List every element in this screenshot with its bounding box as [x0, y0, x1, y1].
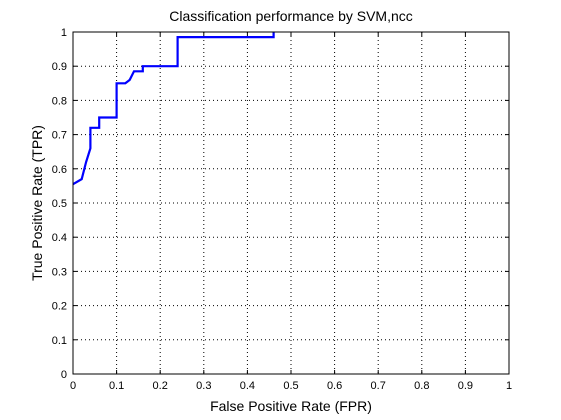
y-tick-label: 0.1 — [52, 335, 67, 347]
y-tick-label: 0.5 — [52, 198, 67, 210]
x-tick-label: 0 — [70, 380, 76, 392]
x-tick-label: 0.4 — [240, 380, 255, 392]
roc-curve-layer — [72, 32, 275, 186]
chart-title: Classification performance by SVM,ncc — [169, 8, 413, 24]
x-tick-label: 0.7 — [371, 380, 386, 392]
ticks — [72, 31, 510, 375]
y-tick-label: 0.8 — [52, 95, 67, 107]
x-tick-label: 0.1 — [109, 380, 124, 392]
x-tick-label: 0.8 — [414, 380, 429, 392]
x-axis-title: False Positive Rate (FPR) — [210, 398, 372, 414]
y-tick-label: 1 — [61, 27, 67, 39]
y-tick-label: 0.7 — [52, 130, 67, 142]
y-tick-label: 0.2 — [52, 301, 67, 313]
y-tick-label: 0.3 — [52, 266, 67, 278]
y-tick-labels: 0 0.1 0.2 0.3 0.4 0.5 0.6 0.7 0.8 0.9 1 — [52, 27, 67, 381]
x-tick-label: 0.5 — [283, 380, 298, 392]
x-tick-label: 0.9 — [458, 380, 473, 392]
axes-box — [72, 31, 510, 375]
y-tick-label: 0 — [61, 369, 67, 381]
x-tick-label: 1 — [506, 380, 512, 392]
roc-curve-line — [72, 32, 275, 186]
x-tick-label: 0.2 — [153, 380, 168, 392]
y-axis-title: True Positive Rate (TPR) — [29, 125, 45, 281]
x-tick-label: 0.3 — [196, 380, 211, 392]
grid-lines — [73, 32, 509, 374]
x-tick-labels: 0 0.1 0.2 0.3 0.4 0.5 0.6 0.7 0.8 0.9 1 — [70, 380, 512, 392]
y-tick-label: 0.6 — [52, 164, 67, 176]
y-tick-label: 0.4 — [52, 232, 67, 244]
x-tick-label: 0.6 — [327, 380, 342, 392]
y-tick-label: 0.9 — [52, 61, 67, 73]
